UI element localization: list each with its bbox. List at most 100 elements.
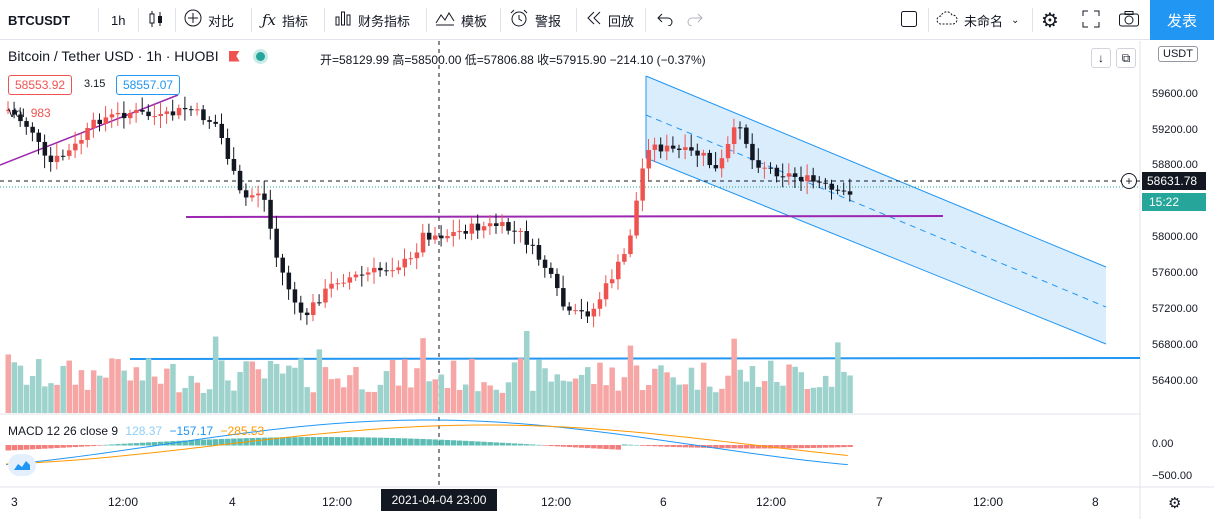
candle-body: [231, 158, 237, 171]
candle-body: [731, 127, 737, 145]
flag-icon[interactable]: [228, 50, 240, 62]
candle-body: [591, 308, 597, 317]
signal-line: [5, 424, 848, 465]
macd-hist-bar: [328, 437, 335, 446]
maximize-pane-button[interactable]: ⧉: [1116, 48, 1136, 68]
macd-hist-bar: [145, 442, 152, 446]
volume-bar: [609, 367, 615, 413]
chart-canvas[interactable]: [0, 41, 1214, 519]
top-toolbar: BTCUSDT 1h 对比 ƒx 指标 财务指标 模板 警报: [0, 0, 1214, 40]
candle-body: [402, 258, 407, 268]
templates-button[interactable]: 模板: [435, 0, 487, 40]
macd-hist-bar: [639, 445, 646, 446]
horizontal-support-line: [185, 215, 944, 218]
candle-body: [433, 235, 438, 240]
snapshot-button[interactable]: [1118, 0, 1140, 40]
currency-label[interactable]: USDT: [1158, 46, 1198, 62]
compare-button[interactable]: 对比: [184, 0, 234, 40]
macd-hist-bar: [5, 445, 11, 451]
macd-hist-bar: [707, 445, 713, 448]
volume-bar: [97, 375, 103, 413]
candle-body: [768, 167, 773, 169]
add-alert-icon[interactable]: +: [1121, 173, 1137, 189]
macd-hist-bar: [597, 445, 603, 449]
interval-button[interactable]: 1h: [111, 12, 126, 28]
macd-hist-bar: [682, 445, 689, 448]
chart-type-button[interactable]: [147, 0, 165, 40]
volume-bar: [389, 359, 396, 413]
macd-hist-bar: [103, 444, 109, 446]
volume-bar: [219, 360, 225, 413]
camera-icon: [1118, 10, 1140, 31]
volume-bar: [499, 392, 506, 413]
indicators-button[interactable]: ƒx 指标: [262, 0, 308, 40]
time-axis-label: 6: [660, 495, 667, 509]
macd-hist-bar: [212, 439, 219, 446]
candle-body: [542, 259, 548, 268]
volume-bar: [11, 362, 18, 413]
fullscreen-button[interactable]: [1082, 0, 1100, 40]
macd-hist-bar: [542, 445, 548, 446]
macd-hist-bar: [652, 445, 658, 447]
volume-bar: [731, 338, 737, 413]
volume-bar: [347, 375, 353, 413]
settings-button[interactable]: ⚙: [1041, 0, 1059, 40]
chevron-down-icon: ⌄: [1011, 14, 1020, 26]
buy-price-button[interactable]: 58557.07: [116, 75, 181, 95]
volume-bar: [365, 391, 371, 413]
candle-body: [677, 148, 682, 150]
macd-hist-bar: [633, 444, 640, 446]
volume-bar: [280, 373, 286, 413]
symbol-search-button[interactable]: BTCUSDT: [8, 12, 71, 28]
candle-body: [445, 236, 450, 239]
toolbar-divider: [928, 8, 929, 32]
volume-bar: [469, 358, 475, 413]
macd-hist-bar: [231, 438, 237, 446]
indicator-toggle-icon[interactable]: [8, 454, 36, 476]
macd-histogram: [5, 437, 853, 451]
macd-legend: MACD 12 26 close 9 128.37 −157.17 −285.5…: [8, 424, 264, 438]
candle-body: [725, 144, 731, 159]
volume-bar: [829, 386, 835, 413]
volume-bar: [151, 376, 158, 413]
macd-hist-bar: [84, 445, 91, 447]
layout-toggle-button[interactable]: [900, 0, 918, 40]
candle-body: [213, 121, 218, 124]
layout-name-button[interactable]: 未命名 ⌄: [936, 0, 1019, 40]
macd-hist-bar: [36, 445, 42, 450]
macd-hist-bar: [341, 437, 347, 446]
redo-button[interactable]: [686, 0, 704, 40]
volume-bar: [377, 384, 384, 413]
candle-body: [603, 283, 609, 300]
financials-label: 财务指标: [358, 13, 411, 29]
scroll-down-button[interactable]: ↓: [1091, 48, 1111, 68]
candle-body: [707, 152, 712, 166]
macd-hist-bar: [133, 443, 140, 446]
financials-button[interactable]: 财务指标: [334, 0, 410, 40]
sell-price-button[interactable]: 58553.92: [8, 75, 73, 95]
alert-button[interactable]: 警报: [509, 0, 561, 40]
compare-label: 对比: [208, 13, 235, 29]
volume-legend: Vol 983: [8, 106, 51, 120]
macd-hist-bar: [420, 438, 426, 446]
volume-bar: [847, 375, 853, 413]
candle-body: [353, 274, 359, 278]
macd-hist-bar: [395, 438, 402, 446]
gear-icon[interactable]: ⚙: [1168, 495, 1182, 512]
replay-button[interactable]: 回放: [586, 0, 634, 40]
publish-button[interactable]: 发表: [1150, 0, 1214, 40]
candle-body: [134, 109, 139, 114]
macd-hist-bar: [737, 445, 743, 449]
candle-body: [597, 299, 603, 309]
candle-body: [128, 113, 133, 119]
macd-hist-bar: [48, 445, 54, 449]
candle-body: [109, 114, 115, 118]
undo-button[interactable]: [656, 0, 674, 40]
candle-body: [36, 132, 41, 142]
symbol-title[interactable]: Bitcoin / Tether USD · 1h · HUOBI: [8, 48, 219, 64]
candle-body: [378, 267, 383, 271]
symbol-legend: Bitcoin / Tether USD · 1h · HUOBI: [8, 48, 265, 64]
candle-body: [652, 144, 658, 150]
macd-title[interactable]: MACD 12 26 close 9: [8, 424, 119, 438]
candle-body: [79, 139, 84, 144]
